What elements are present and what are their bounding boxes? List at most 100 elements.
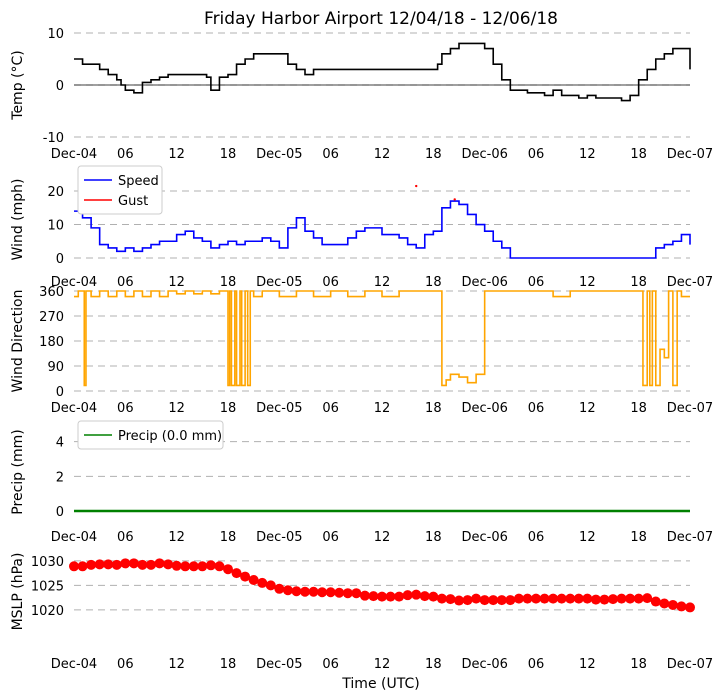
data-point — [223, 564, 233, 575]
x-tick-label: 12 — [374, 530, 391, 545]
data-point — [69, 561, 79, 572]
x-tick-label: Dec-07 — [667, 147, 713, 162]
x-tick-label: 06 — [117, 275, 134, 290]
data-point — [154, 558, 165, 569]
data-point — [334, 587, 345, 598]
data-point — [667, 599, 678, 610]
data-point — [111, 559, 122, 570]
y-axis-label: Temp (°C) — [10, 50, 26, 120]
x-tick-label: 12 — [579, 147, 596, 162]
x-tick-label: 06 — [117, 657, 134, 672]
x-tick-label: Dec-04 — [51, 147, 97, 162]
y-tick-label: 20 — [47, 185, 64, 200]
y-axis-label: Precip (mm) — [10, 429, 26, 514]
y-tick-label: 4 — [56, 436, 64, 451]
y-tick-label: 0 — [56, 505, 64, 520]
y-tick-label: 0 — [56, 79, 64, 94]
legend-label: Speed — [118, 174, 159, 189]
x-tick-label: 06 — [322, 275, 339, 290]
series-line — [74, 290, 690, 387]
data-point — [214, 561, 225, 572]
data-point — [368, 591, 379, 602]
data-point — [539, 593, 550, 604]
data-point — [650, 596, 661, 607]
panels: -10 0 10 Dec-04 06 12 18 Dec-05 06 12 18 Dec-06 06 12… — [10, 27, 713, 672]
data-point — [556, 593, 567, 604]
data-point — [582, 593, 593, 604]
data-point — [300, 586, 310, 597]
x-tick-label: 06 — [528, 275, 545, 290]
x-tick-label: 18 — [630, 401, 647, 416]
x-tick-label: 06 — [528, 657, 545, 672]
legend-box — [77, 165, 163, 215]
x-tick-label: 12 — [374, 401, 391, 416]
x-tick-label: 18 — [220, 275, 237, 290]
series-line — [74, 42, 691, 102]
data-point — [445, 594, 456, 605]
x-tick-label: 12 — [168, 147, 185, 162]
data-point — [428, 591, 439, 602]
data-point — [120, 558, 131, 569]
data-point — [171, 560, 182, 571]
x-tick-label: 18 — [425, 401, 442, 416]
y-tick-label: 10 — [47, 219, 64, 234]
x-tick-label: 12 — [374, 657, 391, 672]
y-axis-label: Wind Direction — [10, 290, 26, 393]
data-point — [394, 591, 405, 602]
data-point — [317, 587, 328, 598]
x-tick-label: 06 — [528, 530, 545, 545]
data-point — [351, 588, 362, 599]
data-point — [291, 586, 302, 597]
data-point — [685, 602, 695, 613]
data-point — [265, 580, 276, 591]
data-point — [197, 561, 208, 572]
x-tick-label: 12 — [168, 401, 185, 416]
y-tick-label: 2 — [56, 470, 64, 485]
x-tick-label: 18 — [425, 275, 442, 290]
x-tick-label: 12 — [374, 275, 391, 290]
x-tick-label: 06 — [117, 147, 134, 162]
data-point — [94, 559, 105, 570]
data-point — [625, 593, 636, 604]
x-tick-label: Dec-05 — [256, 275, 302, 290]
x-tick-label: Dec-06 — [461, 657, 507, 672]
data-point — [137, 559, 148, 570]
data-point — [676, 601, 687, 612]
x-tick-label: 12 — [168, 275, 185, 290]
y-axis-label: MSLP (hPa) — [10, 553, 26, 631]
data-point — [128, 558, 139, 569]
x-tick-label: 18 — [425, 530, 442, 545]
data-point — [282, 585, 293, 596]
y-tick-label: 1025 — [31, 579, 64, 594]
x-tick-label: 12 — [579, 657, 596, 672]
legend-label: Gust — [118, 194, 148, 209]
data-point — [77, 561, 88, 572]
x-tick-label: Dec-05 — [256, 530, 302, 545]
x-tick-label: Dec-06 — [461, 147, 507, 162]
data-point — [419, 591, 430, 602]
data-point — [496, 595, 507, 606]
data-point — [565, 593, 576, 604]
y-tick-label: 180 — [39, 335, 64, 350]
y-tick-label: 90 — [47, 360, 64, 375]
data-point — [180, 561, 191, 572]
data-point — [599, 594, 610, 605]
data-point — [308, 586, 319, 597]
series-line — [74, 200, 691, 259]
data-point — [146, 559, 156, 570]
y-axis-label: Wind (mph) — [10, 179, 26, 261]
x-tick-label: 12 — [168, 657, 185, 672]
panel-temperature: -10 0 10 Dec-04 06 12 18 Dec-05 06 12 18 Dec-06 06 12… — [10, 27, 713, 162]
data-point — [402, 590, 413, 601]
data-point — [274, 583, 285, 594]
data-point — [608, 594, 618, 605]
data-point — [633, 593, 644, 604]
x-tick-label: 06 — [117, 401, 134, 416]
y-tick-label: -10 — [43, 131, 64, 146]
data-point — [163, 559, 174, 570]
x-tick-label: Dec-07 — [667, 401, 713, 416]
x-tick-label: 18 — [220, 657, 237, 672]
data-point — [377, 591, 387, 602]
data-point — [462, 595, 473, 606]
data-point — [659, 598, 670, 609]
